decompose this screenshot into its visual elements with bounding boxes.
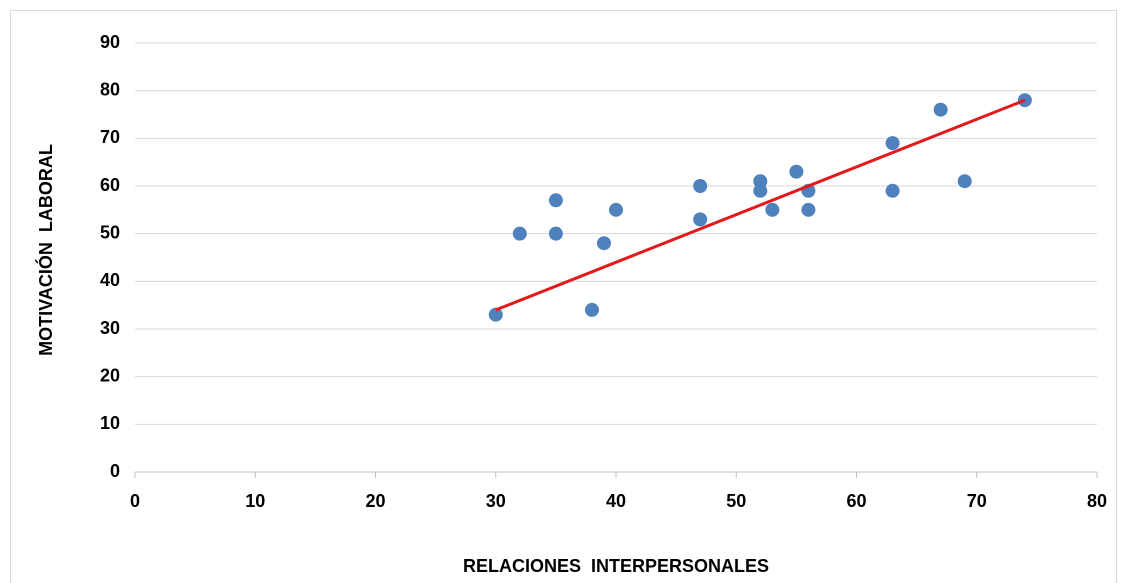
scatter-point	[512, 226, 527, 241]
scatter-point	[488, 307, 503, 322]
y-axis-title: MOTIVACIÓN LABORAL	[35, 144, 56, 356]
y-tick-label: 0	[110, 461, 120, 481]
scatter-point	[548, 226, 563, 241]
scatter-point	[693, 212, 708, 227]
scatter-point	[609, 202, 623, 217]
scatter-point	[957, 174, 972, 189]
scatter-point	[885, 136, 900, 151]
x-tick-label: 80	[1087, 491, 1107, 511]
scatter-point	[693, 179, 708, 193]
x-tick-label: 40	[606, 491, 626, 511]
scatter-point	[548, 193, 563, 208]
trendline	[495, 98, 1026, 312]
y-tick-label: 60	[100, 175, 120, 195]
scatter-point	[885, 183, 900, 198]
chart-border	[10, 10, 1117, 583]
scatter-point	[933, 102, 948, 117]
x-tick-label: 10	[245, 491, 265, 511]
scatter-point	[765, 202, 780, 217]
x-tick-label: 70	[967, 491, 987, 511]
y-tick-label: 50	[100, 222, 120, 242]
y-tick-label: 40	[100, 270, 120, 290]
y-tick-label: 30	[100, 318, 120, 338]
scatter-point	[596, 236, 611, 251]
y-tick-label: 10	[100, 413, 120, 433]
x-tick-label: 50	[726, 491, 746, 511]
y-tick-label: 20	[100, 365, 120, 385]
scatter-point	[789, 164, 804, 179]
y-tick-label: 80	[100, 79, 120, 99]
y-tick-label: 90	[100, 32, 120, 52]
x-tick-label: 30	[486, 491, 506, 511]
scatter-point	[584, 302, 599, 317]
scatter-point	[753, 183, 768, 198]
y-tick-label: 70	[100, 127, 120, 147]
x-tick-label: 0	[130, 491, 140, 511]
x-tick-label: 20	[365, 491, 385, 511]
x-tick-label: 60	[846, 491, 866, 511]
x-axis-title: RELACIONES INTERPERSONALES	[463, 556, 769, 576]
scatter-point	[801, 202, 816, 217]
